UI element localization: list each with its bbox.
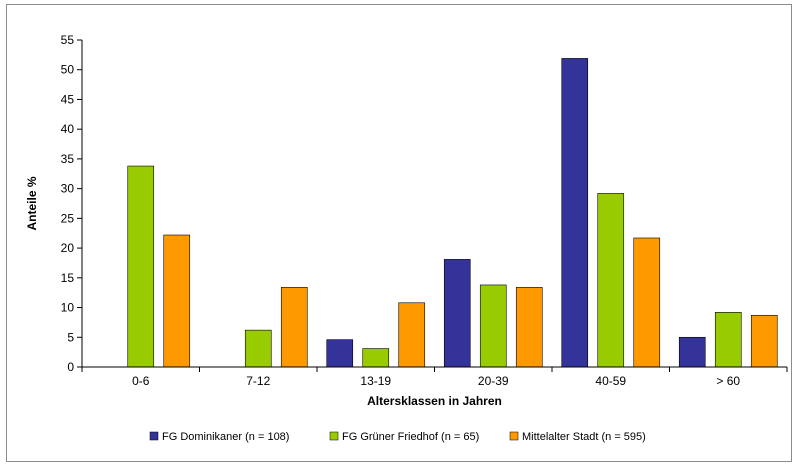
y-tick-label: 55 [61, 33, 75, 47]
legend-swatch [149, 431, 159, 441]
bar [398, 302, 426, 368]
x-tick-label: > 60 [716, 374, 740, 388]
y-tick-label: 0 [67, 360, 74, 374]
x-axis-ticks: 0-6 7-12 13-19 20-39 40-59 > 60 [81, 367, 788, 388]
bar [362, 348, 390, 368]
bar [443, 259, 471, 368]
bar [280, 287, 308, 368]
y-tick-label: 35 [61, 152, 75, 166]
bar [515, 287, 543, 368]
y-tick-label: 50 [61, 63, 75, 77]
legend-label: Mittelalter Stadt (n = 595) [522, 431, 646, 443]
y-tick-label: 15 [61, 271, 75, 285]
bar [678, 336, 706, 368]
x-axis-title: Altersklassen in Jahren [367, 394, 502, 408]
x-tick-label: 40-59 [595, 374, 626, 388]
bar [714, 312, 742, 368]
bar [244, 329, 272, 368]
legend-swatch [329, 431, 339, 441]
y-tick-label: 5 [67, 330, 74, 344]
y-tick-label: 10 [61, 301, 75, 315]
x-tick-label: 7-12 [246, 374, 270, 388]
y-tick-label: 20 [61, 241, 75, 255]
y-axis-ticks: 0 5 10 15 20 25 30 35 40 45 50 55 [61, 33, 82, 374]
bar [326, 339, 354, 368]
x-tick-label: 20-39 [478, 374, 509, 388]
y-axis-title: Anteile % [25, 176, 39, 230]
bar [597, 193, 625, 368]
legend-label: FG Dominikaner (n = 108) [162, 431, 289, 443]
bar [127, 165, 155, 368]
bar [163, 234, 191, 368]
legend: FG Dominikaner (n = 108) FG Grüner Friedh… [149, 431, 646, 443]
y-tick-label: 40 [61, 122, 75, 136]
bars [127, 58, 778, 368]
legend-swatch [509, 431, 519, 441]
y-tick-label: 30 [61, 182, 75, 196]
bar [561, 58, 589, 368]
bar [750, 314, 778, 368]
legend-label: FG Grüner Friedhof (n = 65) [342, 431, 479, 443]
bar [633, 237, 661, 368]
x-tick-label: 13-19 [360, 374, 391, 388]
y-tick-label: 25 [61, 211, 75, 225]
bar [479, 284, 507, 368]
y-tick-label: 45 [61, 92, 75, 106]
x-tick-label: 0-6 [132, 374, 150, 388]
